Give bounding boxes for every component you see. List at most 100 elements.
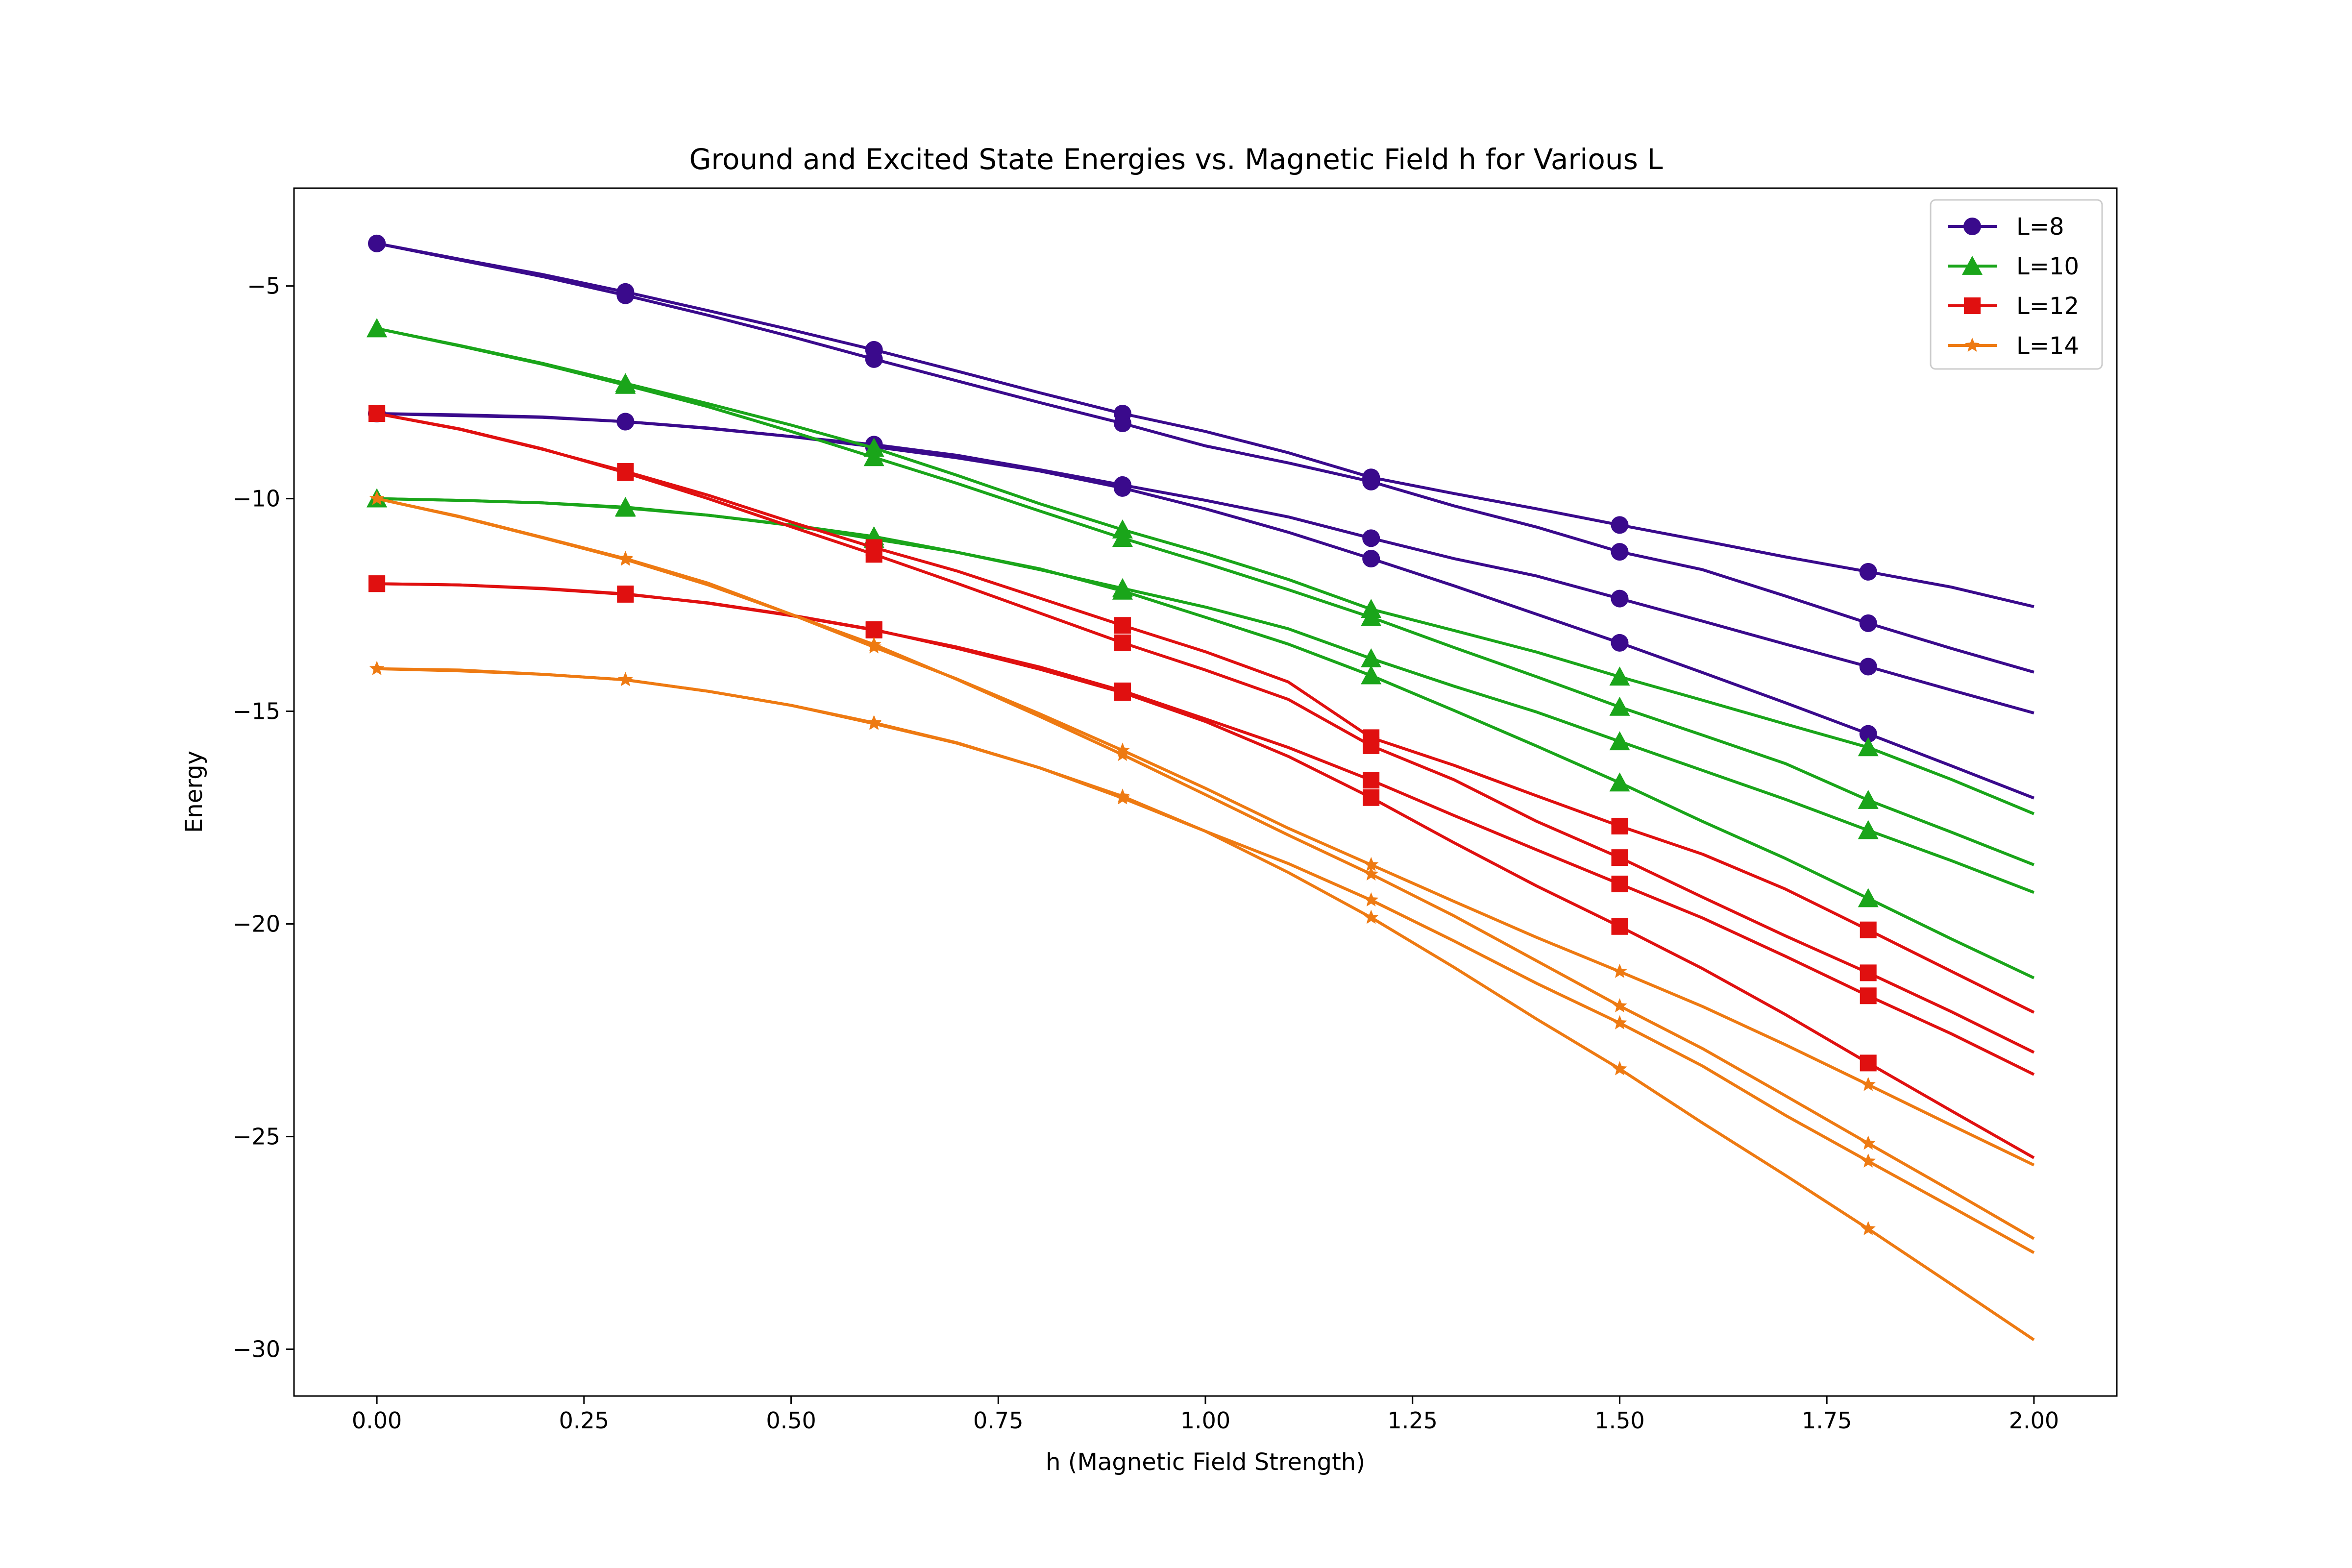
series-line (376, 242, 2034, 609)
legend-label: L=12 (2016, 293, 2079, 320)
series-line (376, 242, 2034, 674)
series-l-14 (369, 490, 2035, 1341)
data-point (1362, 529, 1380, 547)
data-point (1114, 684, 1131, 701)
data-point (1861, 1153, 1876, 1168)
data-point (1364, 866, 1379, 881)
data-point (615, 374, 636, 394)
data-point (865, 546, 882, 563)
data-point (1364, 892, 1379, 906)
y-tick-label: −25 (233, 1124, 280, 1150)
data-point (1362, 549, 1380, 567)
data-point (368, 405, 386, 422)
data-point (1612, 998, 1627, 1012)
legend-marker (1964, 338, 1980, 352)
series-line (377, 667, 2035, 1341)
data-point (1364, 857, 1379, 871)
x-tick-label: 1.50 (1594, 1407, 1644, 1434)
data-point (1859, 563, 1877, 581)
data-point (1859, 614, 1877, 632)
data-point (1861, 1221, 1876, 1235)
data-point (1363, 737, 1380, 754)
data-point (1364, 909, 1379, 924)
data-point (1363, 772, 1380, 789)
data-point (1858, 888, 1879, 907)
series-line (376, 412, 2035, 1014)
data-point (1115, 747, 1130, 761)
data-point (1611, 634, 1629, 652)
data-point (1362, 472, 1380, 490)
x-tick-label: 0.00 (352, 1407, 402, 1434)
legend-label: L=10 (2016, 253, 2079, 280)
data-point (866, 715, 882, 730)
data-point (368, 234, 386, 252)
data-point (865, 350, 883, 368)
data-point (616, 413, 635, 431)
y-tick-label: −20 (233, 911, 280, 937)
data-point (1860, 921, 1877, 938)
x-tick-label: 1.75 (1802, 1407, 1852, 1434)
data-point (1361, 607, 1382, 626)
data-point (1609, 696, 1630, 716)
y-tick-label: −5 (247, 273, 280, 299)
data-point (1361, 665, 1382, 685)
data-point (617, 586, 634, 603)
x-axis: 0.00 0.25 0.50 0.75 1.00 1.25 1.50 1.75 2.00 (352, 1396, 2059, 1434)
data-point (615, 496, 636, 516)
y-axis: −5 −10 −15 −20 −25 −30 (233, 273, 294, 1363)
data-point (1861, 1135, 1876, 1150)
x-tick-label: 1.00 (1180, 1407, 1230, 1434)
data-point (1112, 580, 1133, 600)
series-line (376, 412, 2035, 1054)
data-point (1860, 964, 1877, 981)
x-tick-label: 0.25 (559, 1407, 609, 1434)
y-tick-label: −10 (233, 486, 280, 512)
data-point (369, 490, 385, 505)
data-point (1858, 737, 1879, 757)
data-point (1112, 528, 1133, 547)
data-point (1859, 725, 1877, 743)
legend-marker (1963, 218, 1981, 235)
legend-marker (1964, 297, 1981, 314)
data-point (1611, 516, 1629, 534)
data-point (863, 447, 884, 466)
data-point (1609, 772, 1630, 792)
data-point (1611, 918, 1628, 935)
series-l-12 (368, 405, 2035, 1159)
data-point (1611, 589, 1629, 608)
data-point (1609, 666, 1630, 686)
data-point (1611, 543, 1629, 561)
x-tick-label: 0.50 (766, 1407, 816, 1434)
data-point (1115, 788, 1130, 803)
series-line (377, 412, 2034, 800)
data-point (1113, 479, 1131, 497)
data-point (618, 551, 633, 565)
data-point (367, 318, 388, 338)
series-line (377, 497, 2035, 980)
x-tick-label: 1.25 (1388, 1407, 1438, 1434)
data-point (616, 286, 635, 304)
data-point (1858, 820, 1879, 839)
data-point (1859, 658, 1877, 676)
data-point (618, 672, 633, 686)
series-line (376, 327, 2035, 815)
y-tick-label: −15 (233, 698, 280, 725)
data-point (1114, 634, 1131, 651)
data-point (1860, 1054, 1877, 1072)
series-line (377, 582, 2035, 1159)
series-line (376, 497, 2035, 1240)
x-tick-label: 2.00 (2009, 1407, 2059, 1434)
data-point (368, 575, 386, 592)
legend-label: L=14 (2016, 332, 2079, 360)
data-point (1609, 731, 1630, 751)
y-tick-label: −30 (233, 1336, 280, 1363)
data-point (1612, 963, 1627, 978)
data-point (369, 661, 385, 675)
legend-marker (1962, 256, 1983, 275)
legend-box (1930, 199, 2103, 370)
y-axis-label: Energy (180, 751, 208, 833)
legend-label: L=8 (2016, 213, 2064, 241)
data-point (1858, 789, 1879, 809)
data-point (866, 637, 882, 651)
legend: L=8 L=10 L=12 L=14 (1930, 199, 2103, 370)
